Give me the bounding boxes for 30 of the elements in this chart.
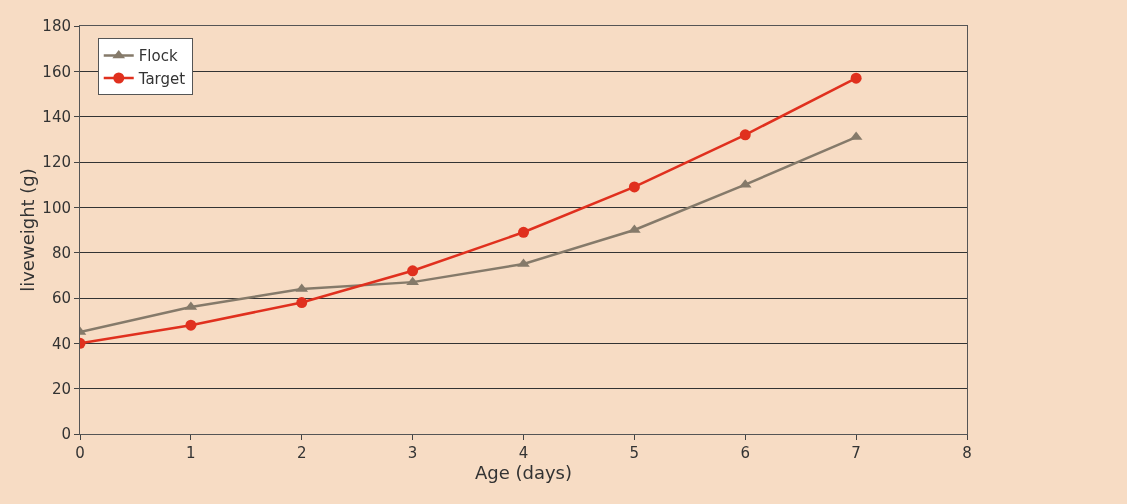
y-tick-label: 180 (42, 17, 71, 36)
point (296, 297, 308, 309)
x-tick-label: 1 (186, 444, 196, 462)
x-tick-label: 3 (407, 444, 418, 462)
y-tick-label: 120 (42, 153, 71, 172)
y-tick-label: 140 (42, 107, 71, 126)
legend-label: Target (137, 69, 186, 88)
point (628, 181, 640, 193)
y-tick-label: 40 (51, 334, 71, 353)
y-tick-label: 100 (42, 198, 71, 217)
legend-label: Flock (138, 47, 178, 66)
y-tick-label: 0 (61, 425, 71, 444)
point (518, 226, 529, 238)
x-tick-label: 8 (962, 444, 972, 462)
y-tick-label: 160 (42, 62, 71, 81)
x-tick-label: 6 (740, 444, 751, 462)
y-axis-title: liveweight (g) (17, 168, 38, 292)
y-tick-label: 80 (51, 243, 71, 262)
x-tick-label: 7 (851, 444, 861, 462)
point (185, 319, 197, 331)
y-tick-label: 60 (51, 289, 71, 308)
point (739, 129, 751, 141)
x-tick-label: 4 (518, 444, 529, 462)
x-axis-title: Age (days) (474, 462, 573, 483)
x-tick-label: 0 (75, 444, 85, 462)
x-tick-label: 5 (629, 444, 640, 462)
point (850, 72, 862, 84)
point (407, 265, 419, 277)
y-tick-label: 20 (51, 379, 71, 398)
x-tick-label: 2 (296, 444, 307, 462)
